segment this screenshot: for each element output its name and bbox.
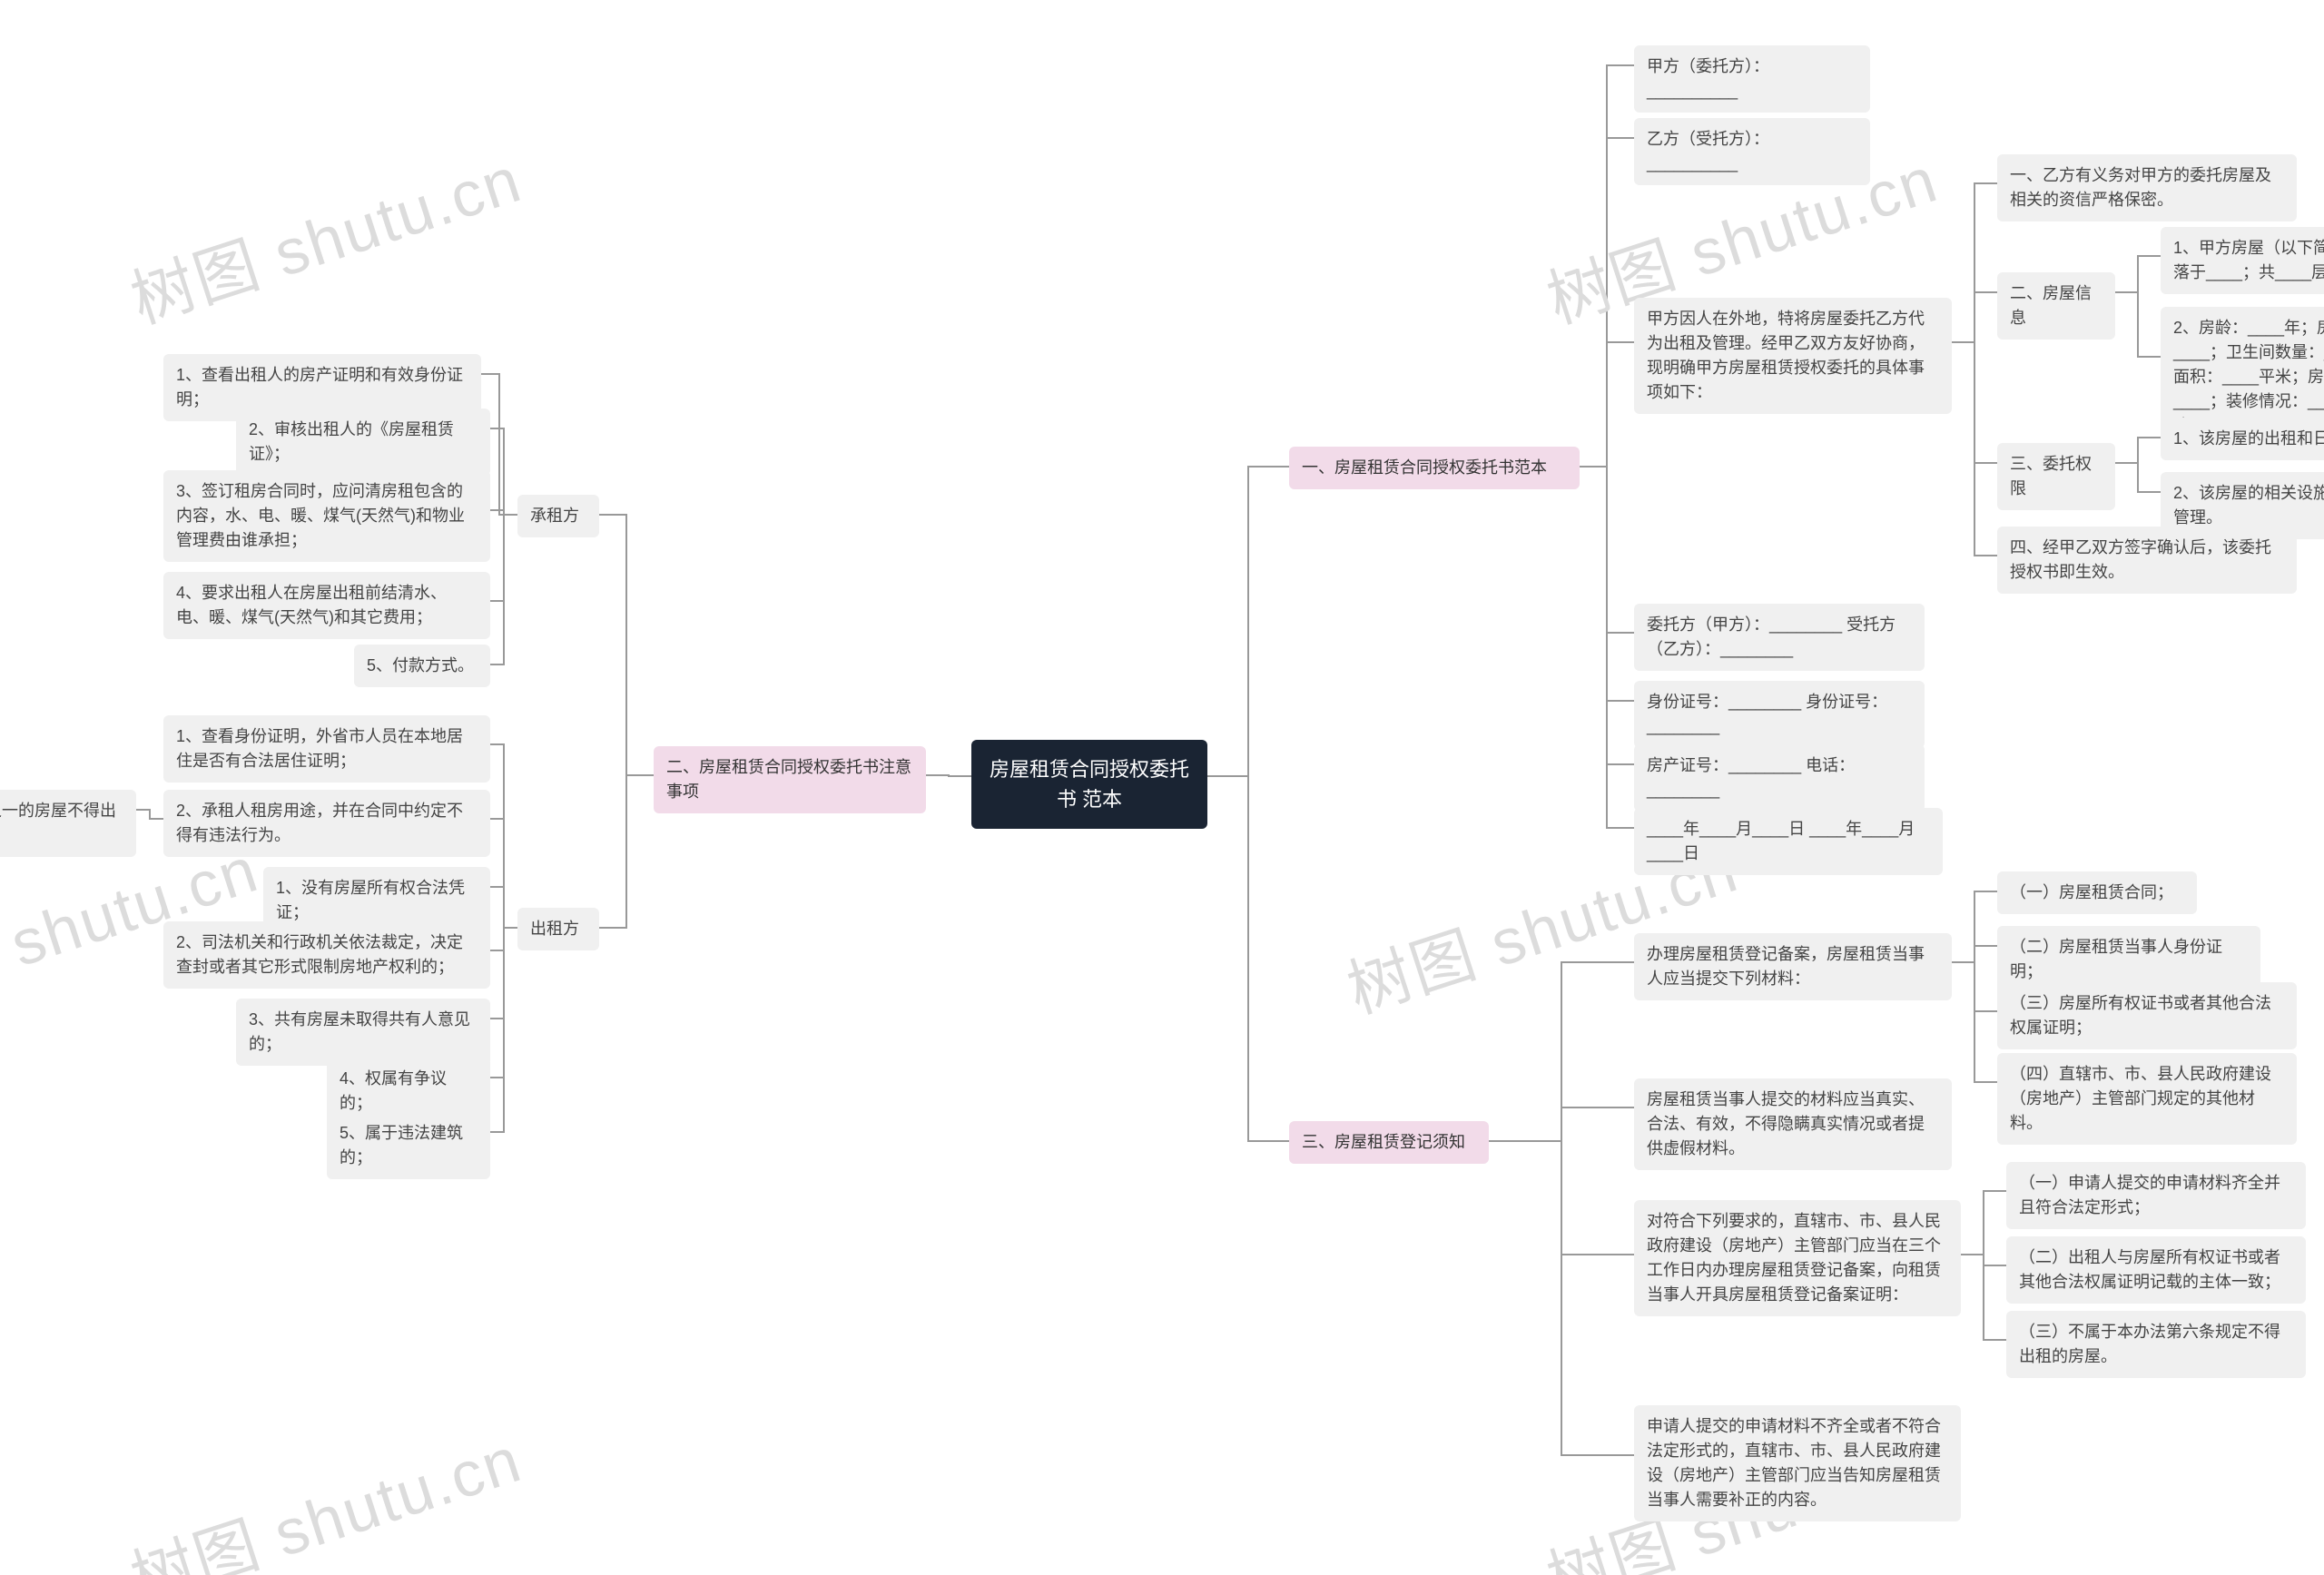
node-l1b: 出租方 xyxy=(517,908,599,950)
node-r1c5: 身份证号：________ 身份证号：________ xyxy=(1634,681,1925,748)
node-r2c3b: （二）出租人与房屋所有权证书或者其他合法权属证明记载的主体一致； xyxy=(2006,1236,2306,1304)
node-l1b2: 2、承租人租房用途，并在合同中约定不得有违法行为。 xyxy=(163,790,490,857)
node-r2c4: 申请人提交的申请材料不齐全或者不符合法定形式的，直辖市、市、县人民政府建设（房地… xyxy=(1634,1405,1961,1521)
root-node: 房屋租赁合同授权委托书 范本 xyxy=(971,740,1207,829)
node-l1a2: 2、审核出租人的《房屋租赁证》； xyxy=(236,409,490,476)
node-l1b2x: 有下列情形之一的房屋不得出租： xyxy=(0,790,136,857)
node-r2c3c: （三）不属于本办法第六条规定不得出租的房屋。 xyxy=(2006,1311,2306,1378)
watermark: 树图 shutu.cn xyxy=(118,129,531,341)
node-r1c2: 乙方（受托方）：__________ xyxy=(1634,118,1870,185)
node-r2c1c: （三）房屋所有权证书或者其他合法权属证明； xyxy=(1997,982,2297,1049)
node-r1c4: 委托方（甲方）：________ 受托方（乙方）：________ xyxy=(1634,604,1925,671)
branch-r2: 三、房屋租赁登记须知 xyxy=(1289,1121,1489,1164)
node-l1b4: 2、司法机关和行政机关依法裁定，决定查封或者其它形式限制房地产权利的； xyxy=(163,921,490,989)
node-r1c1: 甲方（委托方）：__________ xyxy=(1634,45,1870,113)
node-l1a: 承租方 xyxy=(517,495,599,537)
node-r1c3b1: 1、甲方房屋（以下简称该房屋）坐落于____；共____层第____层。 xyxy=(2161,227,2324,294)
node-l1b1: 1、查看身份证明，外省市人员在本地居住是否有合法居住证明； xyxy=(163,715,490,783)
node-r2c1: 办理房屋租赁登记备案，房屋租赁当事人应当提交下列材料： xyxy=(1634,933,1952,1000)
node-r2c3: 对符合下列要求的，直辖市、市、县人民政府建设（房地产）主管部门应当在三个工作日内… xyxy=(1634,1200,1961,1316)
node-r2c2: 房屋租赁当事人提交的材料应当真实、合法、有效，不得隐瞒真实情况或者提供虚假材料。 xyxy=(1634,1078,1952,1170)
node-r1c3b: 二、房屋信息 xyxy=(1997,272,2115,340)
node-l1a4: 4、要求出租人在房屋出租前结清水、电、暖、煤气(天然气)和其它费用； xyxy=(163,572,490,639)
node-r1c3: 甲方因人在外地，特将房屋委托乙方代为出租及管理。经甲乙双方友好协商，现明确甲方房… xyxy=(1634,298,1952,414)
node-l1b5: 3、共有房屋未取得共有人意见的； xyxy=(236,999,490,1066)
node-r1c3a: 一、乙方有义务对甲方的委托房屋及相关的资信严格保密。 xyxy=(1997,154,2297,221)
node-r1c7: ____年____月____日 ____年____月____日 xyxy=(1634,808,1943,875)
node-l1b7: 5、属于违法建筑的； xyxy=(327,1112,490,1179)
node-r1c6: 房产证号：________ 电话：________ xyxy=(1634,744,1925,812)
node-r2c1a: （一）房屋租赁合同； xyxy=(1997,871,2197,914)
node-r1c3c1: 1、该房屋的出租和日常管理； xyxy=(2161,418,2324,460)
node-r1c3d: 四、经甲乙双方签字确认后，该委托授权书即生效。 xyxy=(1997,527,2297,594)
node-r2c1d: （四）直辖市、市、县人民政府建设（房地产）主管部门规定的其他材料。 xyxy=(1997,1053,2297,1145)
node-r1c3c: 三、委托权限 xyxy=(1997,443,2115,510)
node-l1a5: 5、付款方式。 xyxy=(354,645,490,687)
node-r2c3a: （一）申请人提交的申请材料齐全并且符合法定形式； xyxy=(2006,1162,2306,1229)
watermark: 树图 shutu.cn xyxy=(118,1409,531,1575)
branch-l1: 二、房屋租赁合同授权委托书注意事项 xyxy=(654,746,926,813)
branch-r1: 一、房屋租赁合同授权委托书范本 xyxy=(1289,447,1580,489)
node-l1a3: 3、签订租房合同时，应问清房租包含的内容，水、电、暖、煤气(天然气)和物业管理费… xyxy=(163,470,490,562)
